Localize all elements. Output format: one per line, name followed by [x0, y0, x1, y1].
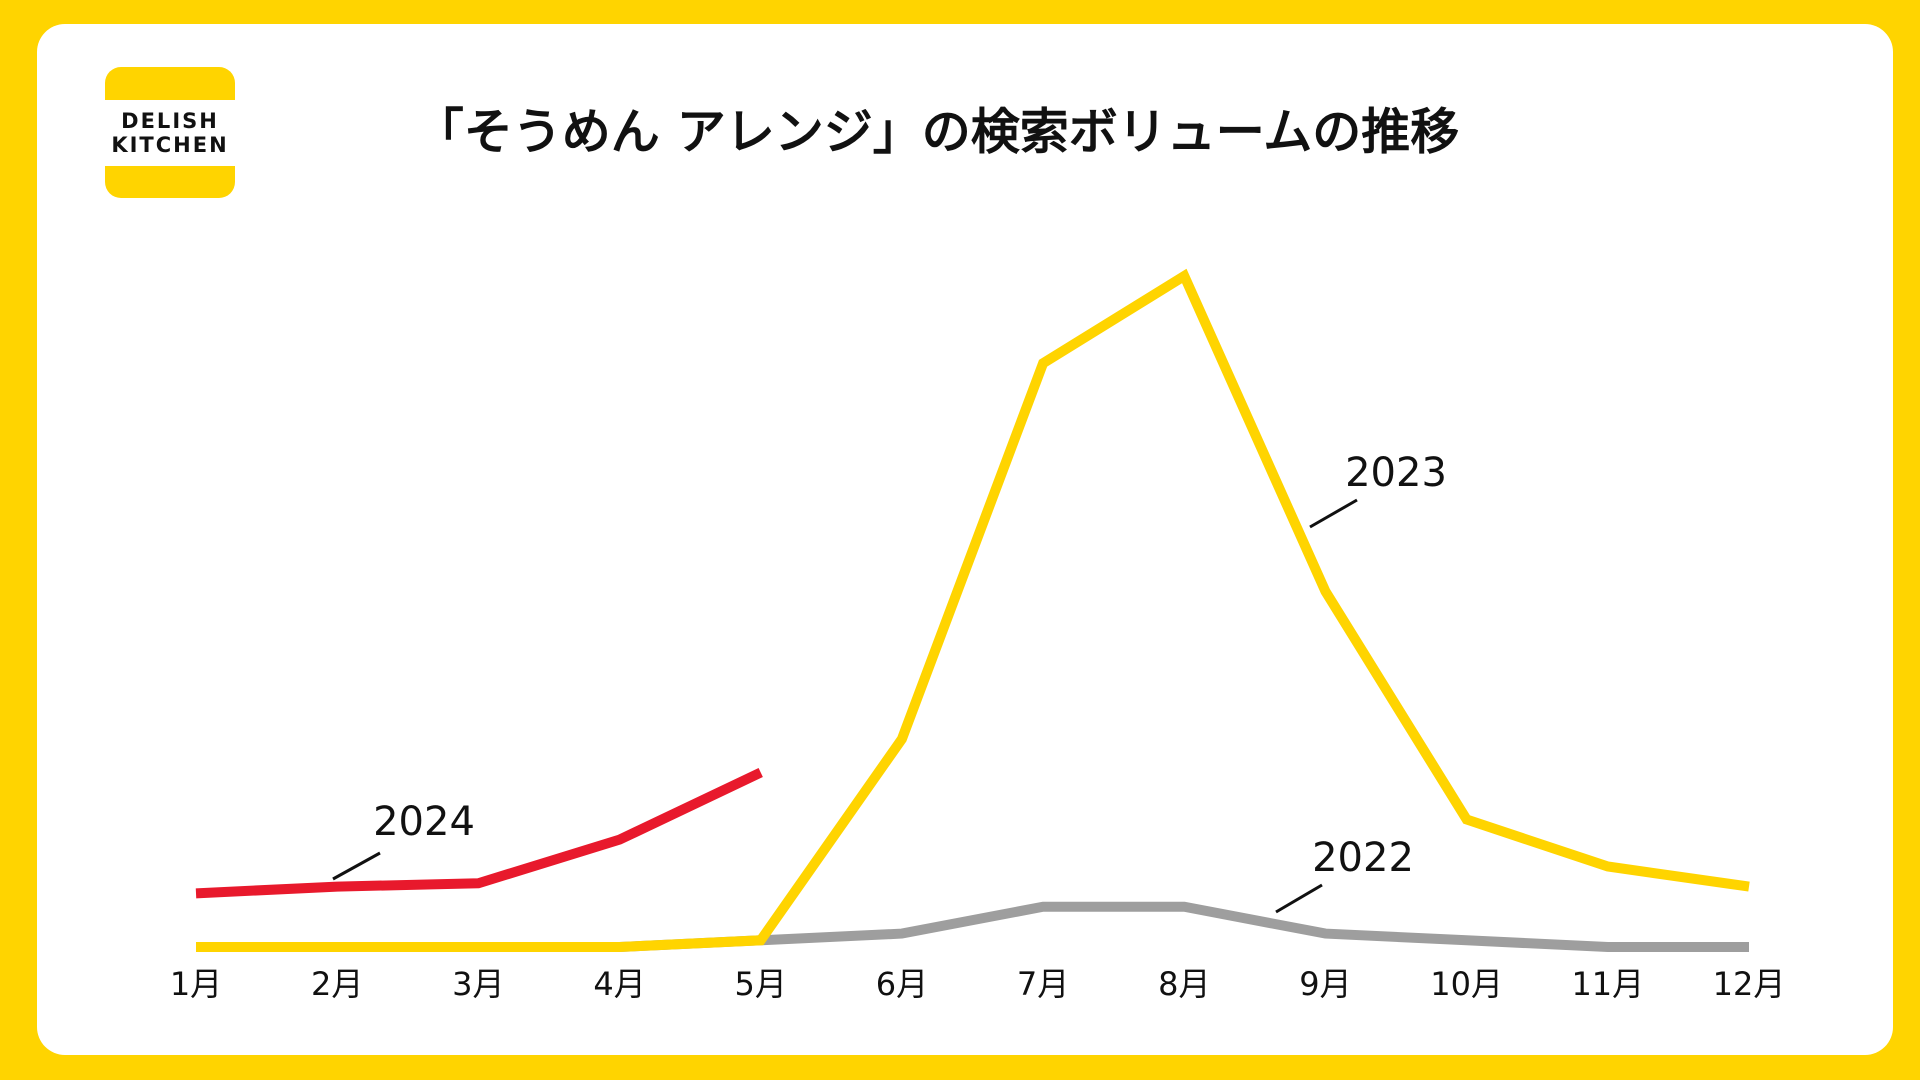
x-tick-label: 11月 [1571, 965, 1644, 1003]
card [37, 24, 1893, 1055]
x-tick-label: 10月 [1430, 965, 1503, 1003]
logo-band [105, 100, 235, 166]
x-tick-label: 12月 [1713, 965, 1786, 1003]
x-tick-label: 9月 [1299, 965, 1351, 1003]
x-tick-label: 6月 [876, 965, 928, 1003]
x-tick-label: 4月 [593, 965, 645, 1003]
leader-line [332, 851, 381, 881]
x-tick-label: 5月 [735, 965, 787, 1003]
series-label: 2022 [1312, 835, 1414, 881]
x-tick-label: 2月 [311, 965, 363, 1003]
x-tick-label: 3月 [452, 965, 504, 1003]
x-tick-label: 7月 [1017, 965, 1069, 1003]
series-line [196, 268, 1750, 952]
series-label: 2023 [1345, 450, 1447, 496]
logo-text: KITCHEN [111, 133, 228, 157]
x-tick-label: 1月 [170, 965, 222, 1003]
leader-line [1309, 498, 1358, 529]
series-line [195, 768, 763, 899]
leader-line [1275, 883, 1323, 914]
chart-title: 「そうめん アレンジ」の検索ボリュームの推移 [415, 104, 1460, 161]
logo-text: DELISH [121, 109, 219, 133]
x-tick-label: 8月 [1158, 965, 1210, 1003]
series-label: 2024 [373, 799, 475, 845]
